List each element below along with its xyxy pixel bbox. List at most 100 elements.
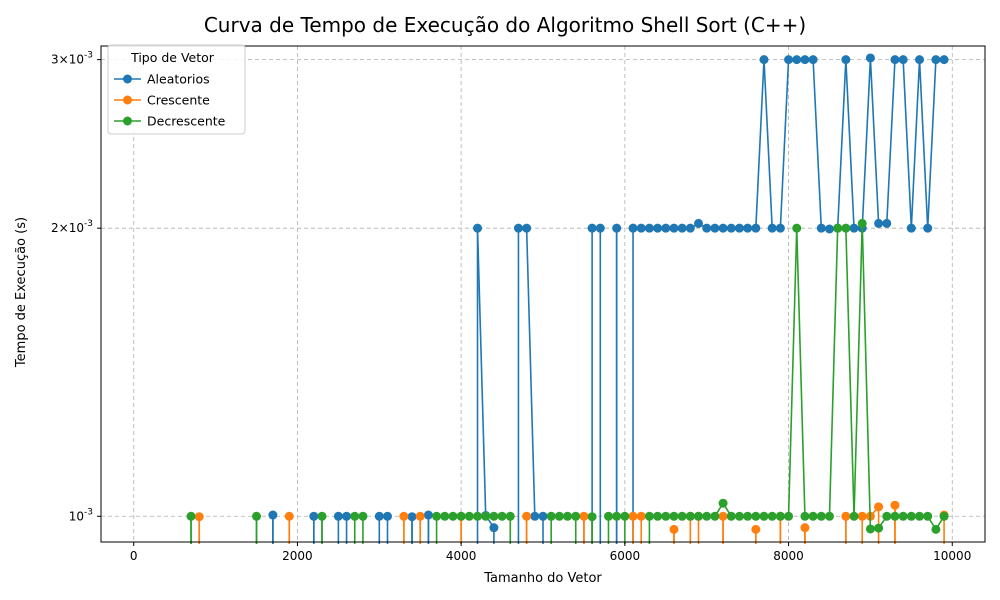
x-tick-label: 10000 <box>933 549 971 563</box>
data-point <box>710 511 720 521</box>
series-decrescente <box>186 218 949 544</box>
legend-swatch-marker <box>123 74 132 84</box>
series-line-segment <box>476 228 487 516</box>
data-point <box>800 511 810 521</box>
data-point <box>481 511 491 521</box>
data-point <box>923 223 933 233</box>
data-point <box>865 53 875 63</box>
data-point <box>874 218 884 228</box>
legend-item-decrescente: Decrescente <box>114 114 226 129</box>
data-point <box>563 511 573 521</box>
data-point <box>636 511 646 521</box>
data-point <box>743 511 753 521</box>
legend-title: Tipo de Vetor <box>130 50 215 65</box>
legend-label: Aleatorios <box>147 72 210 87</box>
plot-series <box>186 53 949 544</box>
data-point <box>759 511 769 521</box>
series-line-segment <box>845 59 855 229</box>
data-point <box>751 511 761 521</box>
data-point <box>824 224 834 234</box>
data-point <box>407 512 417 522</box>
legend-item-aleatorios: Aleatorios <box>114 72 210 87</box>
data-point <box>489 523 499 533</box>
y-tick-label: 10-3 <box>69 507 93 523</box>
y-tick-label: 2×10-3 <box>51 219 93 235</box>
series-line-segment <box>910 59 921 229</box>
y-axis-label: Tempo de Execução (s) <box>14 217 29 368</box>
data-point <box>726 223 736 233</box>
data-point <box>816 223 826 233</box>
data-point <box>653 223 663 233</box>
data-point <box>669 511 679 521</box>
series-crescente <box>194 500 949 544</box>
data-point <box>800 55 810 65</box>
data-point <box>669 223 679 233</box>
data-point <box>464 511 474 521</box>
data-point <box>890 500 900 510</box>
data-point <box>784 511 794 521</box>
data-point <box>530 511 540 521</box>
data-point <box>456 511 466 521</box>
data-point <box>579 511 589 521</box>
data-point <box>923 511 933 521</box>
legend: Tipo de Vetor Aleatorios Crescente Decresce… <box>107 44 246 135</box>
data-point <box>849 511 859 521</box>
data-point <box>841 511 851 521</box>
data-point <box>374 511 384 521</box>
data-point <box>824 511 834 521</box>
x-tick-label: 6000 <box>610 549 641 563</box>
data-point <box>620 511 630 521</box>
series-line-segment <box>795 228 806 517</box>
data-point <box>309 511 319 521</box>
data-point <box>702 511 712 521</box>
data-point <box>677 511 687 521</box>
series-line-segment <box>779 59 790 229</box>
data-point <box>808 55 818 65</box>
data-point <box>734 223 744 233</box>
data-point <box>333 511 343 521</box>
data-point <box>448 511 458 521</box>
legend-swatch-marker <box>123 116 132 126</box>
data-point <box>473 511 483 521</box>
data-point <box>792 55 802 65</box>
data-point <box>587 512 597 522</box>
data-point <box>939 511 949 521</box>
data-point <box>767 223 777 233</box>
series-line-segment <box>755 59 765 229</box>
data-point <box>694 218 704 228</box>
series-line-segment <box>525 228 536 517</box>
plot-area <box>101 46 985 542</box>
series-line-segment <box>869 57 880 224</box>
data-point <box>505 511 515 521</box>
data-point <box>915 55 925 65</box>
x-tick-label: 2000 <box>282 549 313 563</box>
data-point <box>874 502 884 512</box>
data-point <box>726 511 736 521</box>
x-axis-label: Tamanho do Vetor <box>483 571 602 586</box>
data-point <box>775 223 785 233</box>
data-point <box>906 511 916 521</box>
data-point <box>342 511 352 521</box>
data-point <box>800 523 810 533</box>
data-point <box>784 55 794 65</box>
data-point <box>522 511 532 521</box>
data-point <box>612 223 622 233</box>
plot-frame <box>100 45 986 543</box>
data-point <box>685 223 695 233</box>
data-point <box>587 223 597 233</box>
data-point <box>751 223 761 233</box>
data-point <box>268 510 278 520</box>
data-point <box>718 498 728 508</box>
y-axis: 10-3 2×10-3 3×10-3 <box>51 51 101 523</box>
data-point <box>252 511 262 521</box>
data-point <box>284 511 294 521</box>
data-point <box>194 512 204 522</box>
data-point <box>931 55 941 65</box>
data-point <box>653 511 663 521</box>
series-line-segment <box>926 59 937 229</box>
data-point <box>350 511 360 521</box>
series-line-segment <box>763 59 773 229</box>
series-line-segment <box>845 228 855 517</box>
series-line-segment <box>918 59 929 229</box>
data-point <box>489 511 499 521</box>
